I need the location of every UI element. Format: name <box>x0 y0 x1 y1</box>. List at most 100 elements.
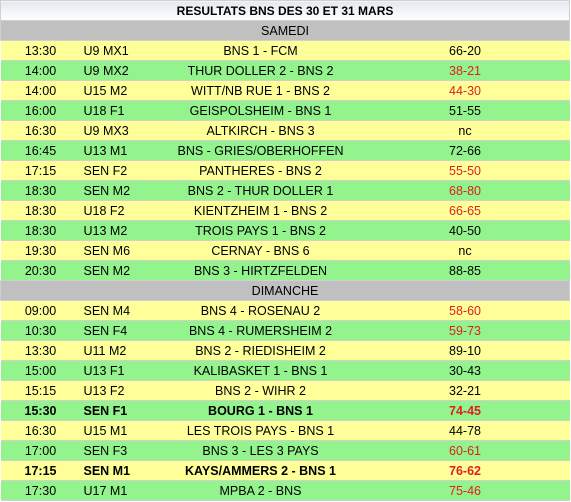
category: U13 M2 <box>80 220 161 241</box>
category: SEN M4 <box>80 300 161 321</box>
category: U17 M1 <box>80 480 161 501</box>
result-row: 17:15 SEN M1 KAYS/AMMERS 2 - BNS 1 76-62 <box>0 460 570 481</box>
category: SEN F2 <box>80 160 161 181</box>
time: 18:30 <box>0 200 81 221</box>
match: TROIS PAYS 1 - BNS 2 <box>160 220 361 241</box>
time: 14:00 <box>0 80 81 101</box>
score: nc <box>360 120 570 141</box>
category: SEN F1 <box>80 400 161 421</box>
title: RESULTATS BNS DES 30 ET 31 MARS <box>0 0 571 21</box>
section: DIMANCHE 09:00 SEN M4 BNS 4 - ROSENAU 2 58-6… <box>0 280 571 501</box>
result-row: 18:30 SEN M2 BNS 2 - THUR DOLLER 1 68-80 <box>0 180 570 201</box>
category: U11 M2 <box>80 340 161 361</box>
match: BNS 4 - RUMERSHEIM 2 <box>160 320 361 341</box>
result-row: 13:30 U9 MX1 BNS 1 - FCM 66-20 <box>0 40 570 61</box>
result-row: 15:15 U13 F2 BNS 2 - WIHR 2 32-21 <box>0 380 570 401</box>
result-row: 13:30 U11 M2 BNS 2 - RIEDISHEIM 2 89-10 <box>0 340 570 361</box>
match: BNS 3 - LES 3 PAYS <box>160 440 361 461</box>
match: THUR DOLLER 2 - BNS 2 <box>160 60 361 81</box>
section-header: DIMANCHE <box>0 280 571 301</box>
score: 72-66 <box>360 140 570 161</box>
category: U9 MX2 <box>80 60 161 81</box>
category: U9 MX1 <box>80 40 161 61</box>
match: BNS 2 - THUR DOLLER 1 <box>160 180 361 201</box>
score: 38-21 <box>360 60 570 81</box>
score: 75-46 <box>360 480 570 501</box>
score: 66-65 <box>360 200 570 221</box>
time: 15:15 <box>0 380 81 401</box>
time: 09:00 <box>0 300 81 321</box>
result-row: 15:30 SEN F1 BOURG 1 - BNS 1 74-45 <box>0 400 570 421</box>
time: 17:15 <box>0 160 81 181</box>
match: BNS 2 - RIEDISHEIM 2 <box>160 340 361 361</box>
category: SEN M2 <box>80 180 161 201</box>
match: KIENTZHEIM 1 - BNS 2 <box>160 200 361 221</box>
result-row: 15:00 U13 F1 KALIBASKET 1 - BNS 1 30-43 <box>0 360 570 381</box>
result-row: 17:00 SEN F3 BNS 3 - LES 3 PAYS 60-61 <box>0 440 570 461</box>
result-row: 16:30 U15 M1 LES TROIS PAYS - BNS 1 44-78 <box>0 420 570 441</box>
result-row: 17:30 U17 M1 MPBA 2 - BNS 75-46 <box>0 480 570 501</box>
result-row: 18:30 U18 F2 KIENTZHEIM 1 - BNS 2 66-65 <box>0 200 570 221</box>
match: BOURG 1 - BNS 1 <box>160 400 361 421</box>
time: 15:00 <box>0 360 81 381</box>
result-row: 16:45 U13 M1 BNS - GRIES/OBERHOFFEN 72-66 <box>0 140 570 161</box>
score: 40-50 <box>360 220 570 241</box>
match: BNS 3 - HIRTZFELDEN <box>160 260 361 281</box>
section-header-row: SAMEDI <box>0 20 571 41</box>
score: 32-21 <box>360 380 570 401</box>
score: 74-45 <box>360 400 570 421</box>
time: 13:30 <box>0 40 81 61</box>
result-row: 09:00 SEN M4 BNS 4 - ROSENAU 2 58-60 <box>0 300 570 321</box>
match: ALTKIRCH - BNS 3 <box>160 120 361 141</box>
category: U15 M1 <box>80 420 161 441</box>
time: 14:00 <box>0 60 81 81</box>
match: PANTHERES - BNS 2 <box>160 160 361 181</box>
result-row: 20:30 SEN M2 BNS 3 - HIRTZFELDEN 88-85 <box>0 260 570 281</box>
match: KALIBASKET 1 - BNS 1 <box>160 360 361 381</box>
score: 68-80 <box>360 180 570 201</box>
match: BNS 2 - WIHR 2 <box>160 380 361 401</box>
time: 19:30 <box>0 240 81 261</box>
category: U13 F1 <box>80 360 161 381</box>
score: nc <box>360 240 570 261</box>
section-header-row: DIMANCHE <box>0 280 571 301</box>
time: 13:30 <box>0 340 81 361</box>
result-row: 14:00 U9 MX2 THUR DOLLER 2 - BNS 2 38-21 <box>0 60 570 81</box>
category: SEN M6 <box>80 240 161 261</box>
result-row: 16:00 U18 F1 GEISPOLSHEIM - BNS 1 51-55 <box>0 100 570 121</box>
score: 51-55 <box>360 100 570 121</box>
match: BNS - GRIES/OBERHOFFEN <box>160 140 361 161</box>
result-row: 16:30 U9 MX3 ALTKIRCH - BNS 3 nc <box>0 120 570 141</box>
category: U13 M1 <box>80 140 161 161</box>
score: 66-20 <box>360 40 570 61</box>
score: 88-85 <box>360 260 570 281</box>
match: BNS 1 - FCM <box>160 40 361 61</box>
match: GEISPOLSHEIM - BNS 1 <box>160 100 361 121</box>
time: 17:30 <box>0 480 81 501</box>
category: U18 F2 <box>80 200 161 221</box>
time: 16:45 <box>0 140 81 161</box>
category: SEN F3 <box>80 440 161 461</box>
time: 20:30 <box>0 260 81 281</box>
match: LES TROIS PAYS - BNS 1 <box>160 420 361 441</box>
category: U18 F1 <box>80 100 161 121</box>
category: U9 MX3 <box>80 120 161 141</box>
score: 58-60 <box>360 300 570 321</box>
category: SEN M2 <box>80 260 161 281</box>
time: 17:00 <box>0 440 81 461</box>
score: 30-43 <box>360 360 570 381</box>
match: MPBA 2 - BNS <box>160 480 361 501</box>
result-row: 14:00 U15 M2 WITT/NB RUE 1 - BNS 2 44-30 <box>0 80 570 101</box>
match: CERNAY - BNS 6 <box>160 240 361 261</box>
category: SEN M1 <box>80 460 161 481</box>
time: 15:30 <box>0 400 81 421</box>
score: 55-50 <box>360 160 570 181</box>
time: 16:30 <box>0 120 81 141</box>
result-row: 18:30 U13 M2 TROIS PAYS 1 - BNS 2 40-50 <box>0 220 570 241</box>
score: 60-61 <box>360 440 570 461</box>
category: SEN F4 <box>80 320 161 341</box>
score: 89-10 <box>360 340 570 361</box>
score: 76-62 <box>360 460 570 481</box>
time: 18:30 <box>0 180 81 201</box>
